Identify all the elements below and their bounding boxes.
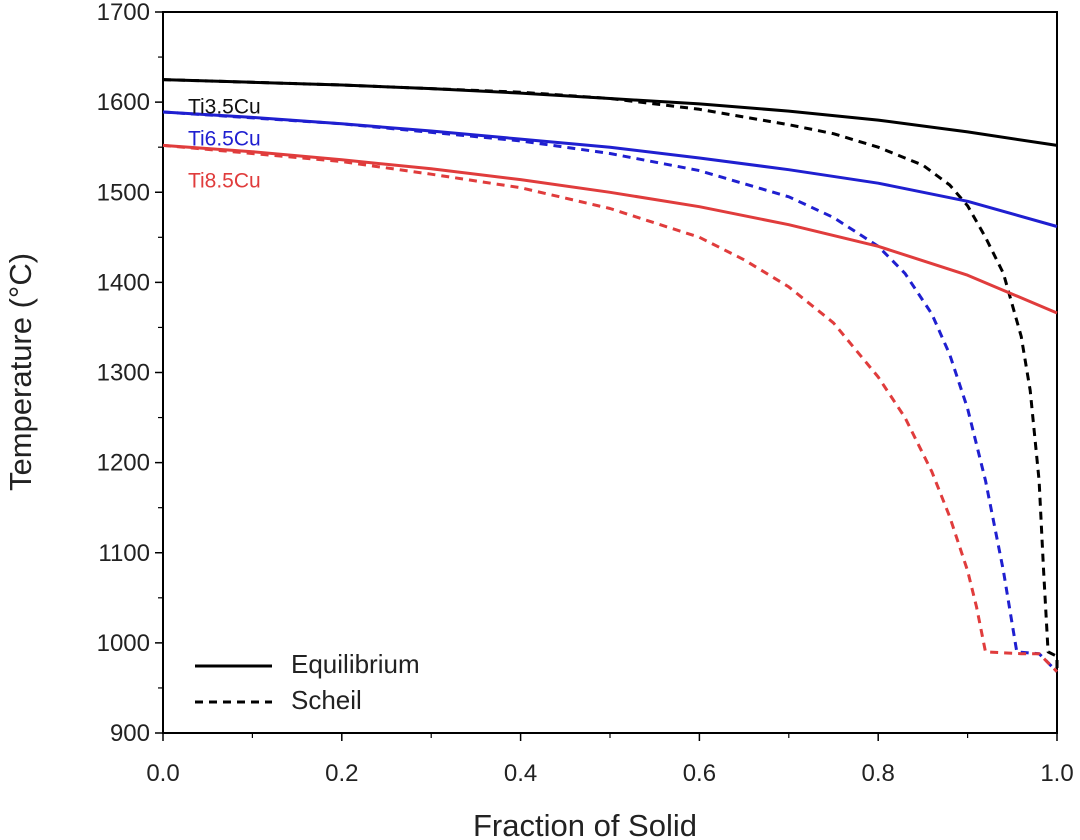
tick-labels: 0.0 0.2 0.4 0.6 0.8 1.0 900 1000 1100 1200 1300 140…	[97, 0, 1074, 787]
legend: Equilibrium Scheil	[195, 649, 420, 715]
legend-equilibrium-label: Equilibrium	[291, 649, 420, 679]
y-tick-label: 1700	[97, 0, 150, 26]
ticks	[155, 11, 1058, 741]
y-tick-label: 1500	[97, 179, 150, 206]
series-labels: Ti3.5Cu Ti6.5Cu Ti8.5Cu	[188, 96, 261, 193]
legend-scheil-label: Scheil	[291, 685, 362, 715]
series-line-ti3-5cu-scheil	[162, 78, 1059, 670]
series-name-label: Ti3.5Cu	[188, 96, 261, 119]
series-line-ti8-5cu-scheil	[162, 143, 1059, 673]
series-line-ti6-5cu-scheil	[162, 110, 1059, 673]
y-tick-label: 1300	[97, 360, 150, 387]
y-tick-label: 1000	[97, 630, 150, 657]
y-tick-label: 1200	[97, 450, 150, 477]
y-tick-label: 1100	[98, 540, 150, 567]
x-tick-label: 0.6	[683, 760, 716, 787]
series-line-ti6-5cu-equilibrium	[162, 110, 1058, 228]
x-tick-label: 0.0	[146, 760, 179, 787]
series-name-label: Ti6.5Cu	[188, 127, 261, 150]
x-tick-label: 0.8	[862, 760, 895, 787]
x-tick-label: 0.2	[325, 760, 358, 787]
series-group	[162, 78, 1059, 673]
y-tick-label: 900	[110, 720, 150, 747]
series-name-label: Ti8.5Cu	[188, 170, 261, 193]
series-line-ti3-5cu-equilibrium	[162, 78, 1058, 147]
series-line-ti8-5cu-equilibrium	[162, 143, 1058, 315]
x-tick-label: 0.4	[504, 760, 537, 787]
x-axis-title: Fraction of Solid	[473, 808, 697, 840]
y-axis-title: Temperature (°C)	[3, 253, 38, 491]
y-tick-label: 1400	[97, 269, 150, 296]
y-tick-label: 1600	[97, 89, 150, 116]
x-tick-label: 1.0	[1040, 760, 1073, 787]
